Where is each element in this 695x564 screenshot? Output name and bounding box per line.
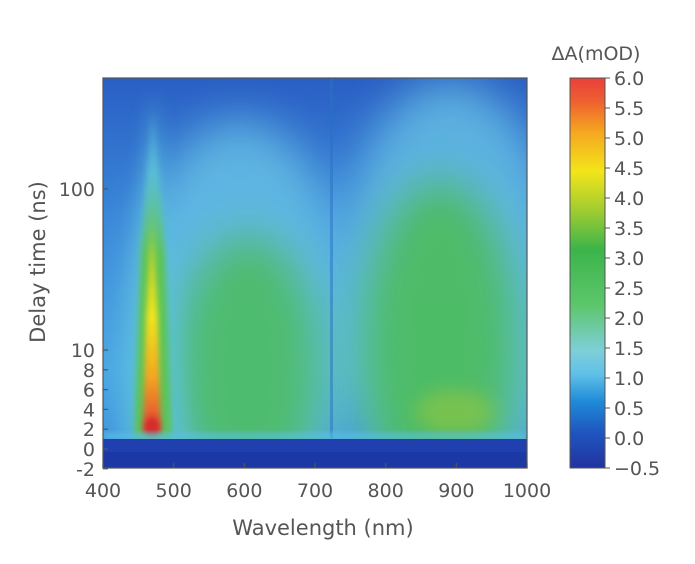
colorbar-tick-label: 2.0: [614, 308, 644, 330]
x-tick-label: 500: [156, 480, 192, 502]
heatmap: [103, 78, 527, 468]
colorbar-label: ΔA(mOD): [552, 43, 641, 65]
broad-band-left: [176, 235, 320, 468]
pre-time-zero-lower: [103, 452, 527, 468]
x-tick-label: 900: [438, 480, 474, 502]
colorbar-tick-label: 4.0: [614, 188, 644, 210]
colorbar-tick-label: 4.5: [614, 158, 644, 180]
colorbar-tick-label: 5.5: [614, 98, 644, 120]
y-tick-label: 2: [83, 419, 95, 441]
y-tick-label: 8: [83, 360, 95, 382]
colorbar-ticks: 6.0 5.5 5.0 4.5 4.0 3.5 3.0 2.5 2.0 1.5 1.0 0.5 0.0 −…: [605, 68, 660, 480]
colorbar-tick-label: 2.5: [614, 278, 644, 300]
x-axis: 400 500 600 700 800 900 1000: [85, 463, 551, 502]
colorbar-tick-label: 3.5: [614, 218, 644, 240]
x-axis-title: Wavelength (nm): [232, 516, 413, 540]
colorbar: 6.0 5.5 5.0 4.5 4.0 3.5 3.0 2.5 2.0 1.5 1.0 0.5 0.0 −…: [552, 43, 661, 480]
y-tick-label: 4: [83, 399, 95, 421]
y-axis-title: Delay time (ns): [26, 181, 50, 343]
x-tick-label: 600: [226, 480, 262, 502]
colorbar-tick-label: 0.0: [614, 428, 644, 450]
colorbar-tick-label: 5.0: [614, 128, 644, 150]
y-tick-label: 0: [83, 439, 95, 461]
x-tick-label: 1000: [503, 480, 551, 502]
x-tick-label: 800: [368, 480, 404, 502]
time-zero-edge: [103, 433, 527, 439]
broad-band-right-peak: [415, 390, 495, 434]
colorbar-tick-label: 1.5: [614, 338, 644, 360]
broad-band-right: [362, 180, 518, 468]
colorbar-scale: [569, 77, 606, 469]
colorbar-tick-label: −0.5: [614, 458, 660, 480]
colorbar-tick-label: 1.0: [614, 368, 644, 390]
colorbar-tick-label: 3.0: [614, 248, 644, 270]
colorbar-tick-label: 6.0: [614, 68, 644, 90]
narrow-band-core: [143, 200, 161, 434]
x-tick-label: 700: [297, 480, 333, 502]
y-tick-label: 10: [71, 340, 95, 362]
x-tick-label: 400: [85, 480, 121, 502]
y-tick-label: 100: [59, 179, 95, 201]
y-tick-label: 6: [83, 380, 95, 402]
narrow-band-peak: [145, 417, 159, 435]
column-artifact: [330, 78, 333, 438]
colorbar-tick-label: 0.5: [614, 398, 644, 420]
y-tick-label: -2: [76, 459, 95, 481]
